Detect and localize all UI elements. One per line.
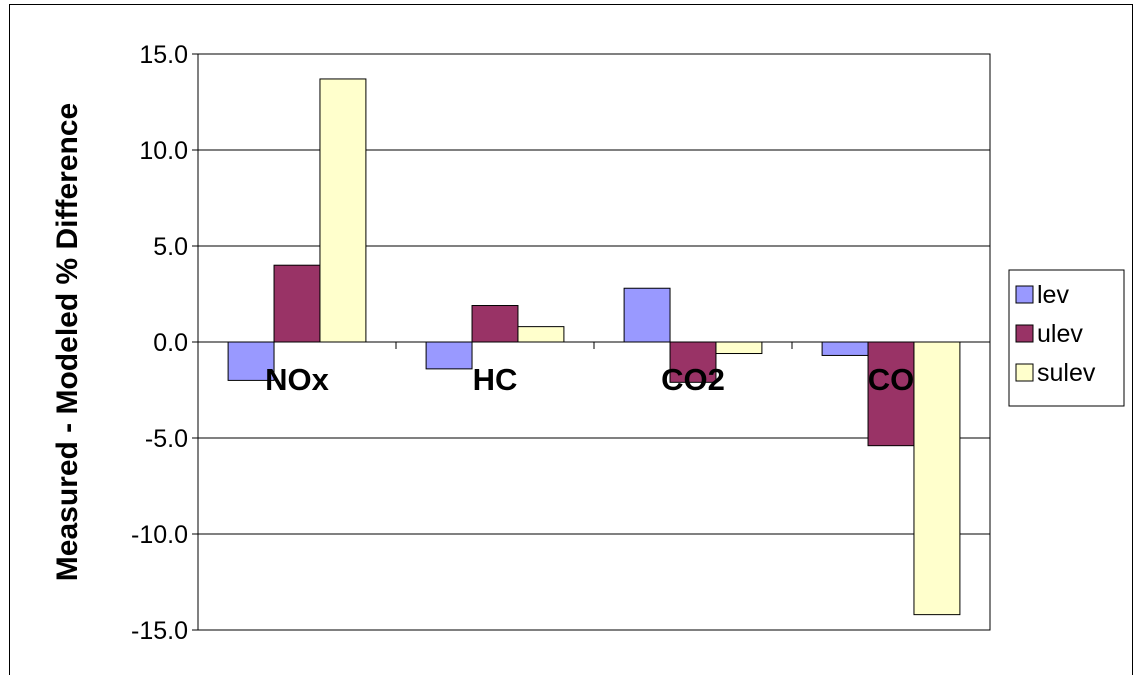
legend-swatch-ulev <box>1015 324 1034 343</box>
bar-sulev-co2 <box>715 341 763 355</box>
y-tick-label: 0.0 <box>153 329 188 357</box>
bar-lev-co <box>821 341 869 356</box>
bar-sulev-co <box>913 341 961 616</box>
x-category-label: HC <box>473 362 518 397</box>
legend-label-ulev: ulev <box>1037 320 1083 348</box>
y-tick-labels: 15.0 10.0 5.0 0.0 -5.0 -10.0 -15.0 <box>131 41 188 645</box>
y-tick-label: 10.0 <box>139 137 188 165</box>
x-category-labels: NOx HC CO2 CO <box>265 362 914 397</box>
x-category-label: NOx <box>265 362 330 397</box>
y-tick-label: -15.0 <box>131 617 188 645</box>
y-tick-label: -5.0 <box>145 425 188 453</box>
x-category-label: CO <box>868 362 915 397</box>
y-axis-label: Measured - Modeled % Difference <box>51 103 84 581</box>
legend: lev ulev sulev <box>1008 269 1125 407</box>
y-tick-label: 15.0 <box>139 41 188 69</box>
bar-lev-nox <box>227 341 275 381</box>
bar-ulev-nox <box>273 264 321 343</box>
legend-label-lev: lev <box>1037 281 1069 309</box>
bar-ulev-co2 <box>669 341 717 383</box>
bars <box>227 78 961 616</box>
bar-lev-hc <box>425 341 473 370</box>
legend-swatch-lev <box>1015 285 1034 304</box>
y-tick-label: -10.0 <box>131 521 188 549</box>
bar-ulev-co <box>867 341 915 447</box>
axes <box>192 53 991 631</box>
legend-label-sulev: sulev <box>1037 359 1096 387</box>
chart-frame <box>9 4 1133 675</box>
bar-ulev-hc <box>471 305 519 343</box>
legend-swatch-sulev <box>1015 363 1034 382</box>
bar-lev-co2 <box>623 287 671 343</box>
bar-sulev-nox <box>319 78 367 343</box>
bar-sulev-hc <box>517 326 565 343</box>
x-category-label: CO2 <box>661 362 725 397</box>
y-tick-label: 5.0 <box>153 233 188 261</box>
